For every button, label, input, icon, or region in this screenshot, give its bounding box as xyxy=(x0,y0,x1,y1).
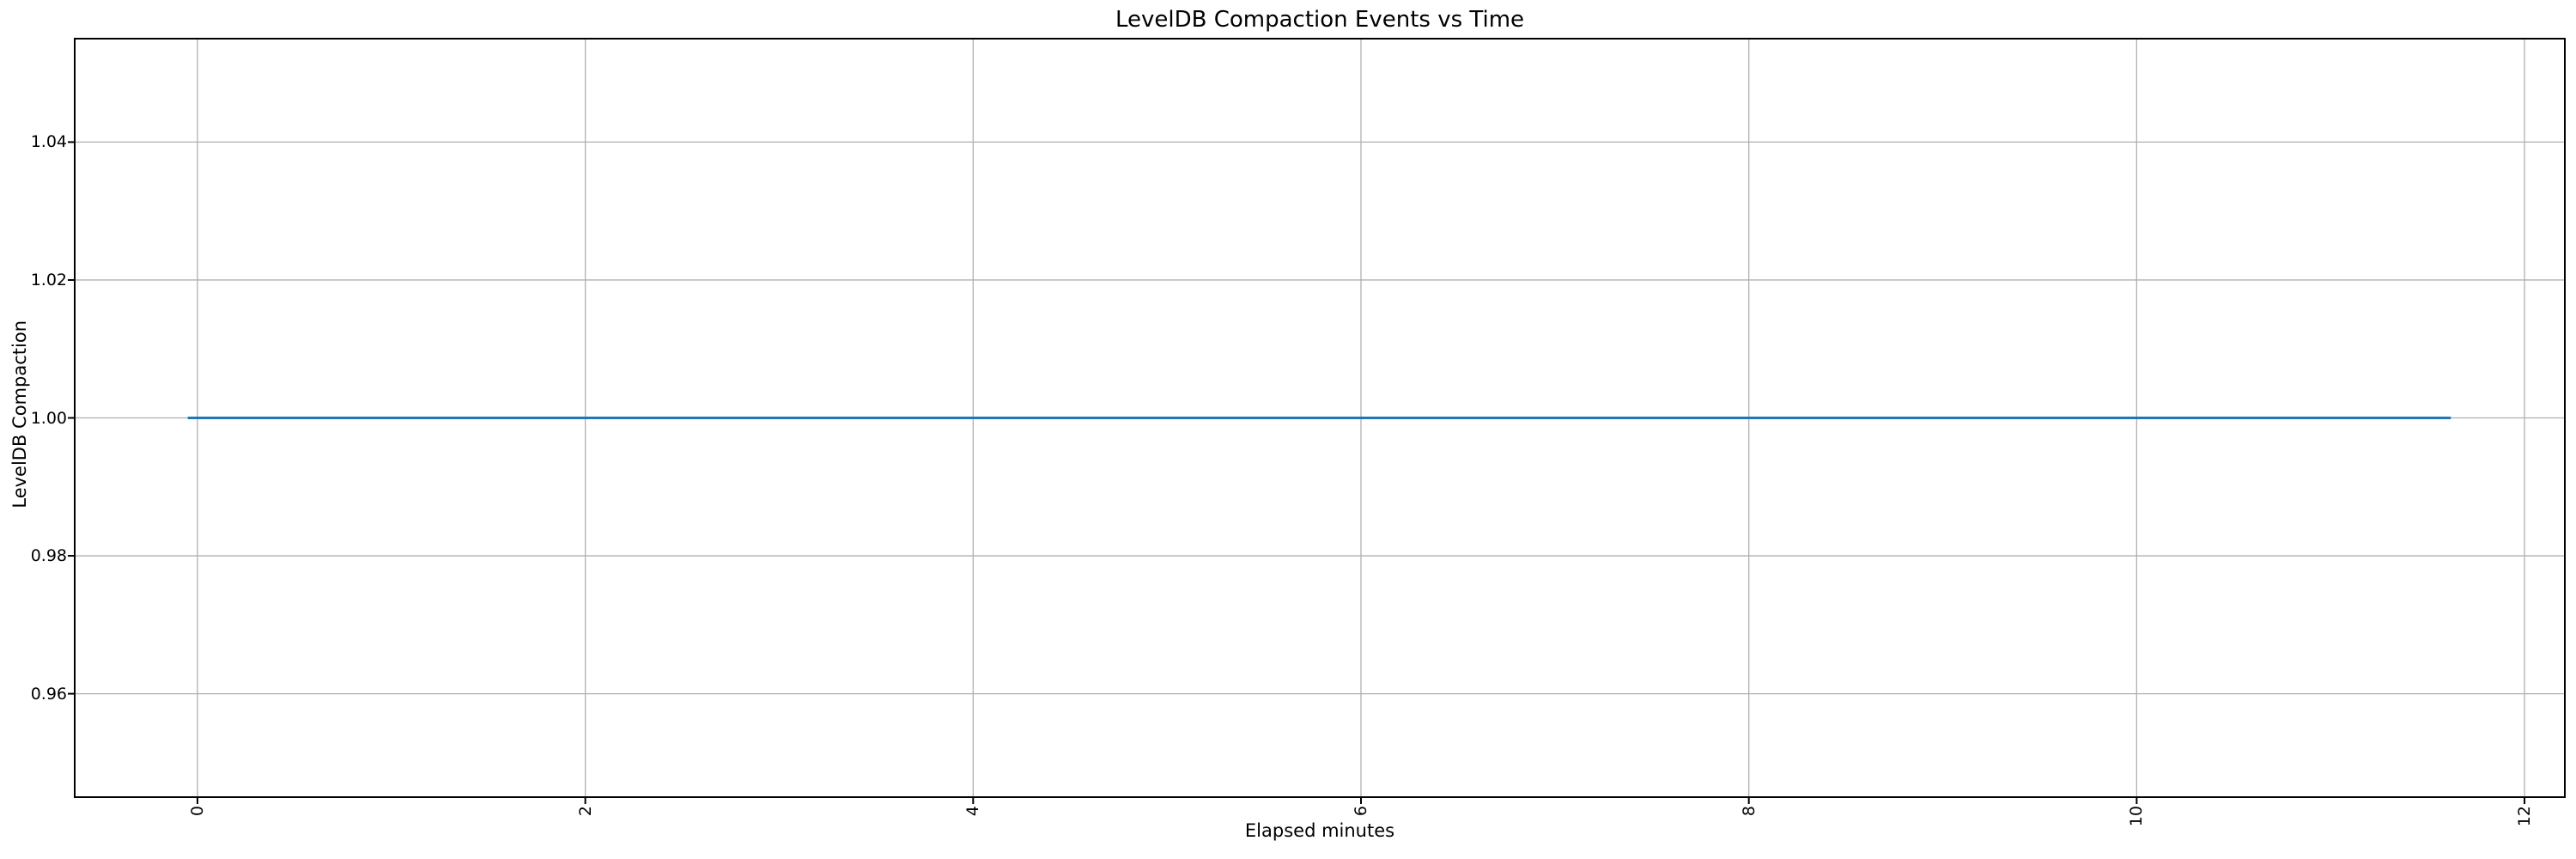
x-tick-label: 8 xyxy=(1739,806,1759,817)
x-tick-label: 0 xyxy=(187,806,207,817)
x-tick-label: 12 xyxy=(2515,806,2535,827)
chart-title: LevelDB Compaction Events vs Time xyxy=(1115,7,1525,33)
y-tick-label: 0.98 xyxy=(30,546,67,566)
y-tick-label: 1.04 xyxy=(30,132,67,152)
y-tick-label: 0.96 xyxy=(30,684,67,704)
x-tick-label: 2 xyxy=(575,806,595,817)
x-tick-label: 10 xyxy=(2127,806,2147,827)
x-axis-label: Elapsed minutes xyxy=(1244,820,1395,841)
x-tick-label: 6 xyxy=(1351,806,1370,817)
plot-border xyxy=(74,38,2566,798)
x-tick-label: 4 xyxy=(963,806,983,817)
y-tick-label: 1.02 xyxy=(30,270,67,289)
y-tick-label: 1.00 xyxy=(30,408,67,428)
